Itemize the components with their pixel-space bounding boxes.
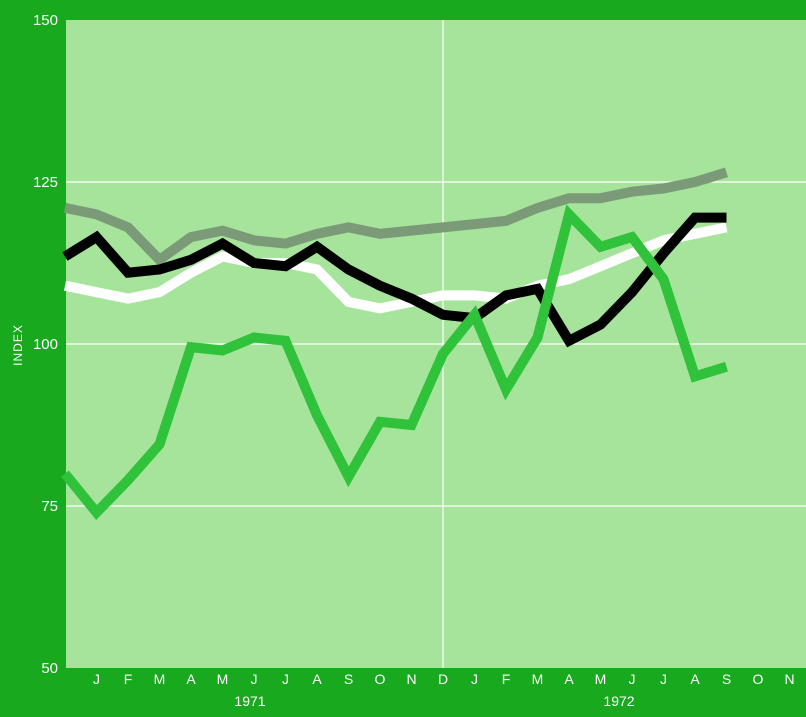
x-tick-label: S [344,671,353,687]
series-line-1 [63,167,728,267]
x-tick-label: A [186,671,196,687]
year-label-1972: 1972 [603,693,634,709]
x-tick-label: J [282,671,289,687]
x-tick-label: J [251,671,258,687]
x-tick-label: O [375,671,386,687]
x-tick-label: M [595,671,607,687]
x-tick-label: M [154,671,166,687]
x-tick-label: M [532,671,544,687]
series-line-4 [61,204,728,521]
y-tick-label: 100 [33,336,58,353]
x-tick-label: J [471,671,478,687]
series-line-3 [62,212,727,348]
x-tick-label: S [722,671,731,687]
year-label-1971: 1971 [234,693,265,709]
y-tick-label: 75 [41,498,58,515]
x-tick-label: N [406,671,416,687]
x-tick-label: A [690,671,700,687]
y-tick-label: 150 [33,12,58,29]
y-axis-label: INDEX [11,324,25,366]
x-tick-label: D [438,671,448,687]
x-tick-label: M [217,671,229,687]
x-tick-label: J [660,671,667,687]
x-tick-label: F [502,671,511,687]
x-tick-label: A [564,671,574,687]
y-tick-label: 50 [41,660,58,677]
x-tick-label: F [124,671,133,687]
x-tick-label: A [312,671,322,687]
x-tick-label: O [753,671,764,687]
x-tick-label: N [784,671,794,687]
series-line-2 [63,222,728,314]
y-tick-label: 125 [33,174,58,191]
x-tick-label: J [629,671,636,687]
x-tick-label: J [93,671,100,687]
